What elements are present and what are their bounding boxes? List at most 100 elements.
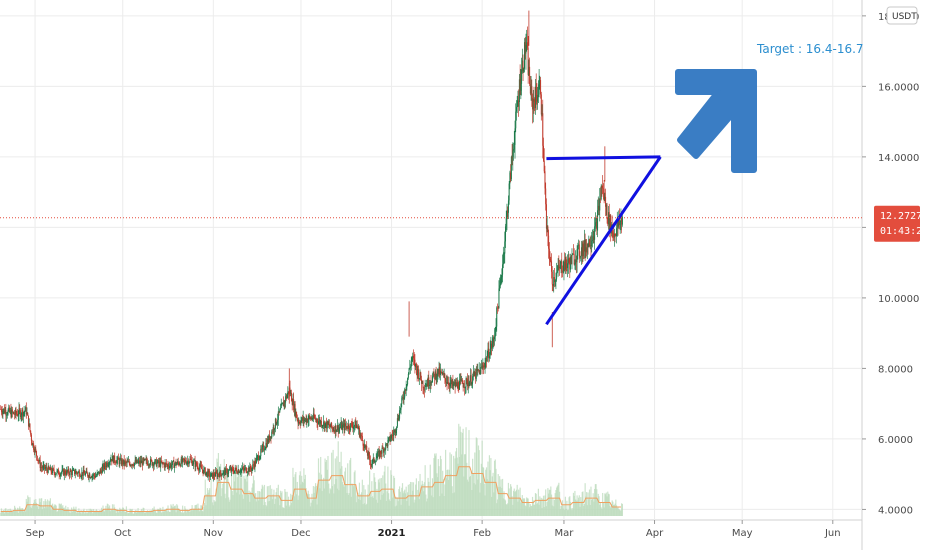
volume-bar — [32, 505, 34, 516]
candle-body — [160, 460, 162, 463]
candle-body — [139, 460, 141, 464]
volume-bar — [118, 510, 120, 516]
candle-body — [63, 469, 65, 476]
volume-bar — [212, 505, 214, 516]
volume-bar — [509, 498, 511, 516]
volume-bar — [567, 509, 569, 516]
volume-bars — [0, 423, 623, 516]
candle-body — [499, 278, 501, 286]
candle-body — [176, 463, 178, 466]
time-axis[interactable]: Sep Oct Nov Dec 2021 Feb Mar Apr May Jun — [26, 520, 841, 539]
volume-bar — [263, 505, 265, 516]
volume-bar — [52, 506, 54, 516]
volume-bar — [471, 489, 473, 516]
volume-bar — [449, 452, 451, 516]
volume-bar — [304, 474, 306, 516]
candle-body — [104, 463, 106, 466]
volume-bar — [564, 496, 567, 516]
volume-bar — [94, 510, 96, 516]
volume-bar — [617, 507, 619, 516]
candle-body — [525, 44, 527, 54]
volume-bar — [49, 501, 51, 516]
volume-bar — [50, 510, 52, 516]
volume-bar — [263, 484, 266, 516]
candle-body — [570, 256, 572, 270]
volume-bar — [33, 499, 35, 516]
volume-bar — [411, 482, 413, 516]
volume-bar — [56, 511, 58, 516]
volume-bar — [46, 507, 48, 516]
candle-body — [607, 218, 609, 225]
volume-bar — [119, 507, 121, 516]
candle-body — [144, 459, 146, 460]
candle-body — [415, 363, 417, 369]
candle-body — [93, 474, 95, 476]
volume-bar — [281, 491, 283, 516]
volume-bar — [384, 465, 386, 516]
candle-body — [480, 366, 482, 368]
candle-body — [261, 448, 263, 450]
volume-bar — [501, 487, 503, 516]
candle-body — [563, 261, 565, 271]
candle-body — [269, 435, 271, 441]
volume-bar — [103, 510, 105, 516]
candle-body — [553, 276, 555, 283]
candle-body — [27, 415, 29, 427]
volume-bar — [283, 508, 285, 516]
candle-body — [235, 467, 237, 470]
candle-body — [589, 239, 591, 247]
volume-bar — [85, 513, 87, 516]
volume-bar — [308, 494, 310, 516]
volume-bar — [433, 458, 435, 516]
volume-bar — [153, 506, 155, 516]
candle-body — [85, 471, 87, 474]
volume-bar — [278, 495, 280, 516]
volume-bar — [233, 481, 236, 516]
volume-bar — [182, 513, 184, 516]
candle-body — [231, 467, 233, 472]
volume-bar — [122, 507, 124, 516]
candle-body — [598, 205, 600, 211]
volume-bar — [566, 500, 568, 516]
candle-body — [423, 388, 425, 390]
candle-body — [25, 407, 27, 412]
volume-bar — [597, 493, 599, 516]
volume-bar — [585, 496, 587, 516]
candle-body — [589, 245, 591, 247]
candle-body — [139, 460, 141, 464]
volume-bar — [185, 512, 187, 516]
volume-bar — [310, 502, 312, 516]
volume-bar — [163, 511, 165, 516]
volume-bar — [409, 484, 411, 516]
candle-body — [536, 95, 538, 102]
candle-body — [101, 470, 103, 474]
candle-body — [585, 247, 587, 252]
candle-body — [438, 367, 440, 375]
candle-body — [343, 423, 345, 431]
volume-bar — [381, 494, 383, 516]
candle-body — [163, 463, 165, 468]
candle-body — [605, 196, 607, 207]
candle-body — [283, 401, 285, 407]
volume-bar — [227, 478, 229, 516]
candle-body — [233, 470, 235, 474]
volume-bar — [239, 473, 241, 516]
volume-bar — [369, 491, 371, 516]
candle-body — [376, 456, 378, 459]
candle-body — [529, 84, 531, 94]
candle-body — [217, 473, 219, 477]
currency-button[interactable]: USDT — [886, 6, 918, 25]
candle-body — [548, 235, 550, 249]
candle-body — [102, 464, 104, 468]
candle-body — [442, 372, 444, 375]
candle-body — [206, 471, 208, 473]
candle-body — [545, 188, 547, 205]
volume-bar — [0, 512, 2, 516]
candle-body — [358, 427, 360, 430]
candle-body — [239, 472, 241, 473]
candle-body — [590, 245, 592, 246]
candle-body — [186, 461, 188, 465]
volume-bar — [298, 475, 301, 516]
volume-bar — [371, 481, 373, 516]
